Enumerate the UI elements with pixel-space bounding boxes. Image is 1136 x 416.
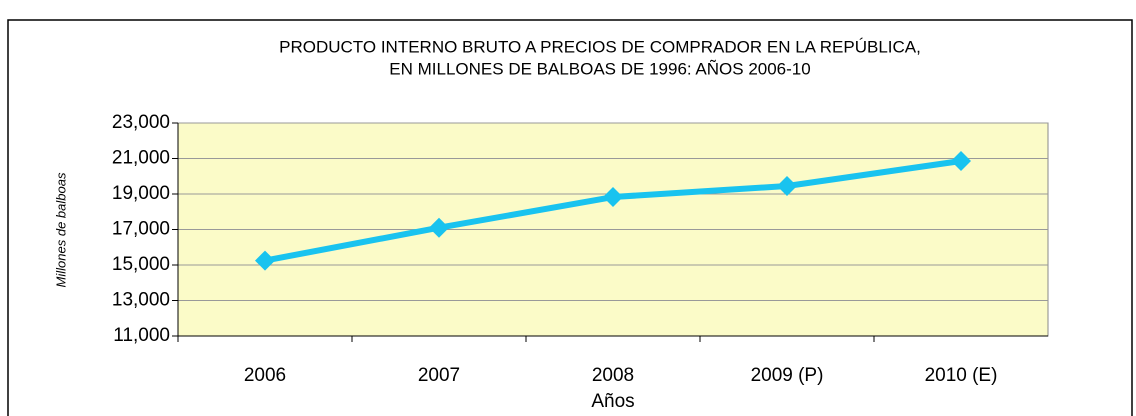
y-tick-label: 23,000 (112, 112, 170, 133)
y-tick-label: 13,000 (112, 290, 170, 311)
y-tick-label: 17,000 (112, 219, 170, 240)
x-tick-label: 2008 (592, 365, 634, 386)
x-axis-label: Años (591, 391, 634, 412)
x-tick-label: 2007 (418, 365, 460, 386)
data-point (603, 187, 623, 208)
data-point (951, 150, 971, 171)
data-point (777, 176, 797, 197)
x-tick-label: 2010 (E) (925, 365, 998, 386)
data-point (255, 250, 275, 271)
x-tick-label: 2006 (244, 365, 286, 386)
y-axis-label: Millones de balboas (53, 172, 68, 287)
data-point (429, 217, 449, 238)
chart-subtitle: EN MILLONES DE BALBOAS DE 1996: AÑOS 200… (389, 59, 810, 78)
y-tick-label: 11,000 (113, 325, 170, 346)
x-tick-label: 2009 (P) (751, 365, 824, 386)
y-tick-label: 19,000 (112, 183, 170, 204)
chart-title: PRODUCTO INTERNO BRUTO A PRECIOS DE COMP… (279, 37, 921, 56)
y-tick-label: 21,000 (112, 148, 170, 169)
y-tick-label: 15,000 (112, 254, 170, 275)
